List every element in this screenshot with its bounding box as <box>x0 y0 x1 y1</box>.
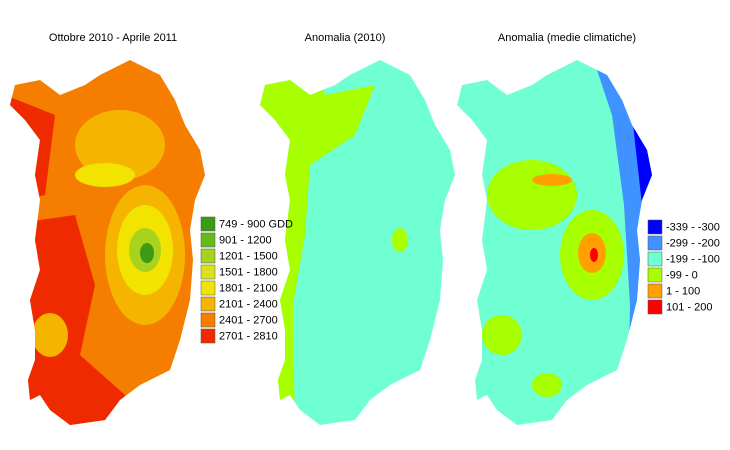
legend-swatch <box>200 280 216 296</box>
panel-title: Anomalia (medie climatiche) <box>498 32 636 44</box>
panel-title: Ottobre 2010 - Aprile 2011 <box>49 32 177 44</box>
legend-swatch <box>200 328 216 344</box>
map-gdd <box>10 60 205 425</box>
legend-swatch <box>647 219 663 235</box>
legends: 749 - 900 GDD 901 - 1200 1201 - 1500 1501 -… <box>200 216 720 344</box>
legend-label: 749 - 900 GDD <box>219 218 293 230</box>
legend-label: 1501 - 1800 <box>219 266 278 278</box>
legend-label: -199 - -100 <box>666 253 720 265</box>
legend-swatch <box>200 264 216 280</box>
map-anomaly-climate <box>457 60 652 425</box>
legend-swatch <box>647 283 663 299</box>
map-anomaly-2010 <box>260 60 455 425</box>
legend-swatch <box>200 216 216 232</box>
panel-title: Anomalia (2010) <box>305 32 386 44</box>
legend-swatch <box>647 235 663 251</box>
legend-swatch <box>647 267 663 283</box>
legend-swatch <box>200 232 216 248</box>
legend-label: 2701 - 2810 <box>219 330 278 342</box>
legend-swatch <box>200 312 216 328</box>
legend-swatch <box>200 296 216 312</box>
legend-swatch <box>647 299 663 315</box>
legend-label: 901 - 1200 <box>219 234 272 246</box>
legend-swatch <box>647 251 663 267</box>
legend-label: -339 - -300 <box>666 221 720 233</box>
legend-label: 1801 - 2100 <box>219 282 278 294</box>
legend-label: 1201 - 1500 <box>219 250 278 262</box>
legend-label: -299 - -200 <box>666 237 720 249</box>
legend-swatch <box>200 248 216 264</box>
legend-label: 2401 - 2700 <box>219 314 278 326</box>
legend-label: 2101 - 2400 <box>219 298 278 310</box>
legend-label: -99 - 0 <box>666 269 698 281</box>
legend-label: 1 - 100 <box>666 285 700 297</box>
legend-label: 101 - 200 <box>666 301 712 313</box>
